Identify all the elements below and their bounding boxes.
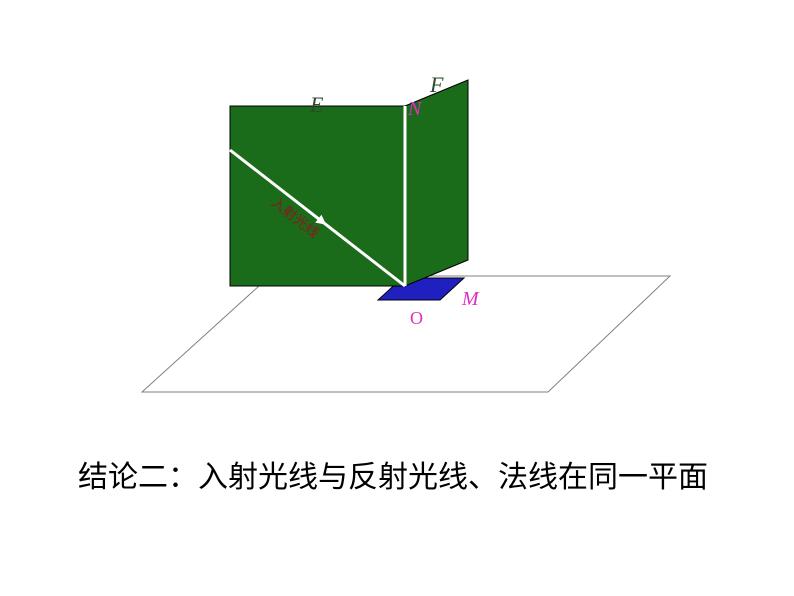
label-O: O bbox=[410, 308, 423, 329]
label-M: M bbox=[462, 288, 479, 311]
diagram-svg: 入射光线 bbox=[0, 0, 794, 430]
conclusion-text: 结论二：入射光线与反射光线、法线在同一平面 bbox=[78, 455, 718, 500]
label-E: E bbox=[310, 92, 323, 118]
label-F: F bbox=[430, 72, 443, 98]
reflection-diagram: 入射光线 bbox=[0, 0, 794, 430]
label-N: N bbox=[408, 98, 421, 121]
